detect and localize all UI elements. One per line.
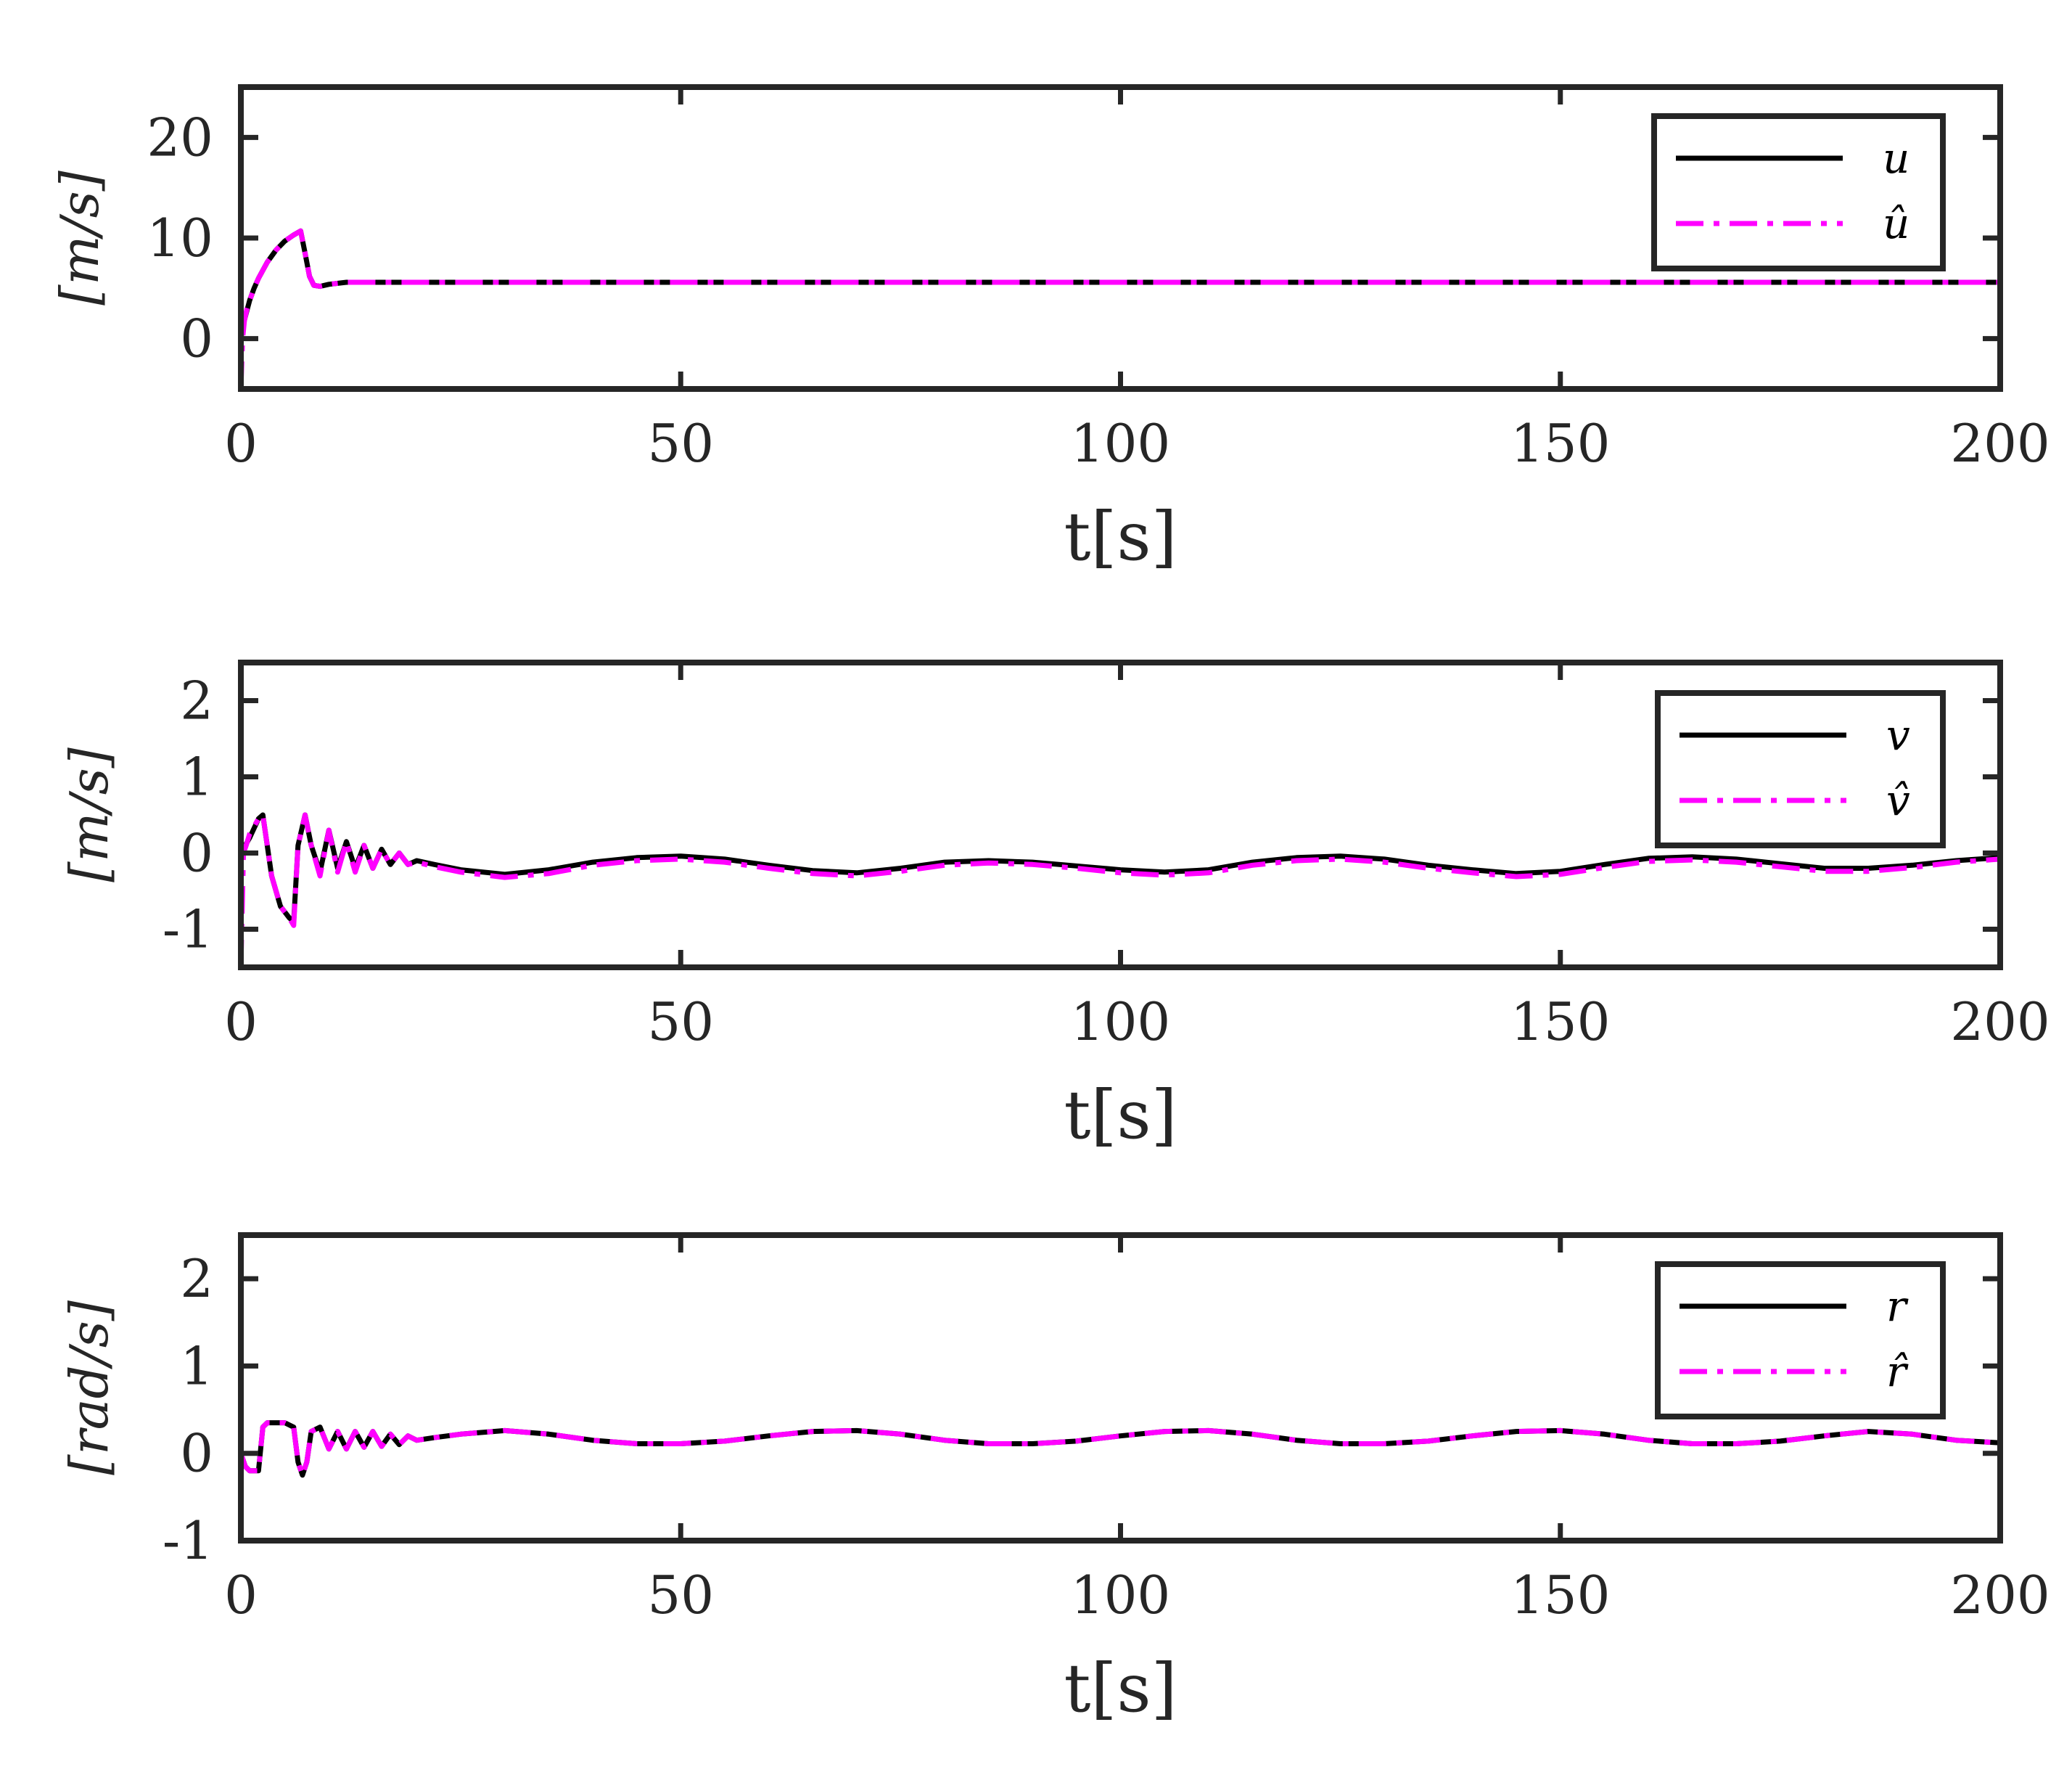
y-tick-label: 10 [147, 208, 213, 268]
x-tick-label: 100 [1071, 1565, 1170, 1626]
x-tick-label: 50 [647, 413, 714, 474]
x-tick-label: 200 [1950, 991, 2050, 1052]
x-tick-label: 200 [1950, 413, 2050, 474]
x-axis-label: t[s] [1064, 498, 1177, 575]
chart-panel-1: 0 50 100 150 200 0 10 20 t[s] [m/s] uû [49, 84, 2050, 575]
x-axis-label: t[s] [1064, 1076, 1177, 1154]
x-tick-label: 50 [647, 991, 714, 1052]
y-tick-label: 2 [180, 1248, 213, 1309]
x-tick-label: 100 [1071, 991, 1170, 1052]
legend-label: u [1883, 134, 1909, 183]
legend: r r̂ [1655, 1261, 1946, 1419]
y-tick-label: 20 [147, 107, 213, 168]
y-tick-label: 0 [180, 1423, 213, 1484]
legend-label: û [1883, 199, 1909, 248]
y-tick-label: 1 [180, 747, 213, 808]
y-axis-label: [m/s] [59, 747, 120, 882]
series-line-true [241, 812, 2000, 925]
legend-box [1651, 113, 1946, 271]
x-tick-label: 0 [224, 1565, 258, 1626]
y-tick-label: 0 [180, 308, 213, 369]
x-tick-label: 0 [224, 413, 258, 474]
y-tick-label: -1 [163, 1510, 213, 1571]
y-axis-label: [rad/s] [59, 1300, 120, 1475]
x-axis-label: t[s] [1064, 1649, 1177, 1727]
series-line-estimate [241, 1420, 2000, 1478]
legend: uû [1651, 113, 1946, 271]
y-tick-label: 1 [180, 1335, 213, 1396]
series-line-estimate [241, 812, 2000, 967]
y-tick-label: -1 [163, 899, 213, 960]
x-tick-label: 100 [1071, 413, 1170, 474]
y-tick-label: 2 [180, 671, 213, 731]
legend: v v̂ [1655, 690, 1946, 848]
series-line-estimate [241, 228, 2000, 389]
x-tick-label: 150 [1510, 991, 1610, 1052]
x-tick-label: 150 [1510, 1565, 1610, 1626]
y-axis-label: [m/s] [49, 170, 110, 306]
series-line-true [241, 1420, 2000, 1478]
legend-label: v [1886, 710, 1910, 760]
legend-label: v̂ [1886, 776, 1910, 825]
x-tick-label: 0 [224, 991, 258, 1052]
legend-box [1655, 1261, 1946, 1419]
legend-label: r [1886, 1282, 1909, 1331]
x-tick-label: 200 [1950, 1565, 2050, 1626]
legend-label: r̂ [1886, 1347, 1909, 1396]
x-tick-label: 150 [1510, 413, 1610, 474]
x-tick-label: 50 [647, 1565, 714, 1626]
legend-box [1655, 690, 1946, 848]
y-tick-label: 0 [180, 823, 213, 884]
